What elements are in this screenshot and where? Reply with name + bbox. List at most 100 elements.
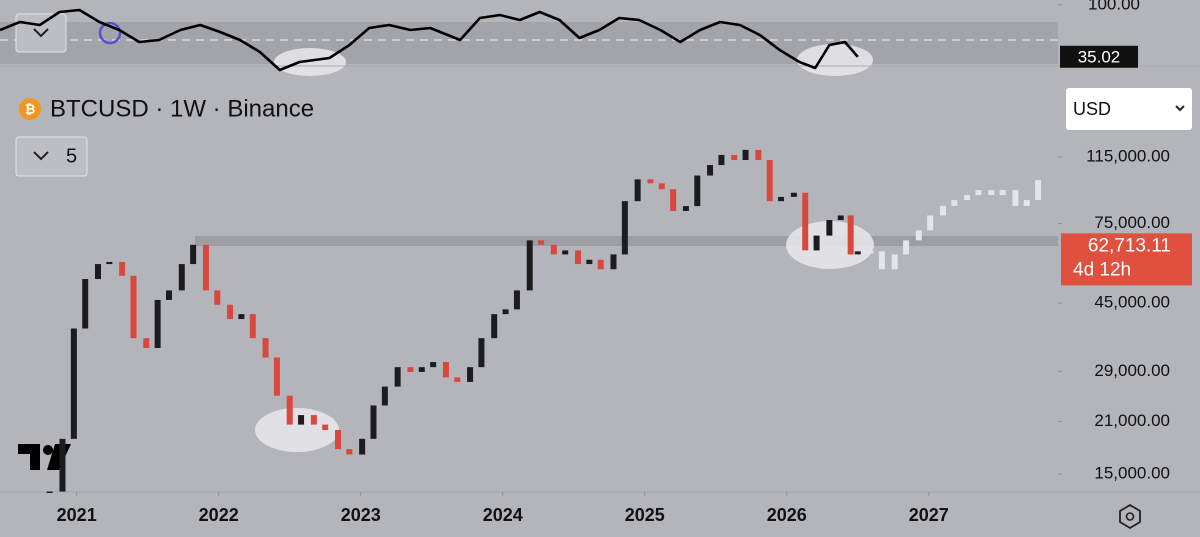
candle-body bbox=[813, 235, 820, 251]
candle-body bbox=[238, 314, 245, 320]
projection-candle bbox=[951, 200, 958, 206]
candle-body bbox=[190, 244, 197, 265]
dropdown-icon bbox=[1175, 105, 1185, 112]
candle-body bbox=[178, 264, 185, 291]
candle-body bbox=[227, 304, 234, 320]
candle-body bbox=[621, 201, 628, 255]
x-tick-label: 2022 bbox=[199, 505, 239, 525]
candle-body bbox=[513, 290, 520, 310]
y-tick-label: 45,000.00 bbox=[1094, 293, 1170, 312]
candle-body bbox=[202, 244, 209, 291]
indicators-button[interactable] bbox=[15, 136, 88, 177]
candle-body bbox=[454, 377, 461, 382]
candle-body bbox=[634, 179, 641, 202]
candle-body bbox=[502, 309, 509, 315]
candle-body bbox=[802, 192, 809, 251]
projection-candle bbox=[999, 190, 1006, 195]
indicator-count: 5 bbox=[66, 145, 77, 167]
candle-body bbox=[310, 415, 317, 425]
candle-body bbox=[778, 196, 785, 202]
candle-body bbox=[562, 250, 569, 255]
candle-body bbox=[682, 206, 689, 211]
candle-body bbox=[550, 244, 557, 255]
chevron-icon bbox=[33, 151, 49, 161]
candle-body bbox=[837, 215, 844, 221]
candle-body bbox=[70, 328, 77, 439]
candle-body bbox=[597, 259, 604, 270]
bitcoin-symbol: ₿ bbox=[25, 101, 36, 116]
projection-candle bbox=[903, 240, 910, 255]
candle-body bbox=[165, 290, 172, 300]
last-price-box bbox=[1061, 233, 1192, 286]
candle-body bbox=[346, 449, 353, 455]
candle-body bbox=[106, 261, 113, 265]
candle-body bbox=[718, 154, 725, 166]
candle-body bbox=[359, 438, 366, 455]
y-tick-label: 75,000.00 bbox=[1094, 213, 1170, 232]
candle-body bbox=[418, 367, 425, 372]
currency-select[interactable] bbox=[1066, 88, 1192, 130]
x-tick-label: 2023 bbox=[341, 505, 381, 525]
candle-body bbox=[491, 314, 498, 339]
candle-body bbox=[430, 362, 437, 368]
candle-body bbox=[478, 338, 485, 368]
x-tick-label: 2025 bbox=[625, 505, 665, 525]
settings-icon[interactable] bbox=[1119, 503, 1141, 530]
candle-body bbox=[574, 250, 581, 265]
candle-body bbox=[381, 386, 388, 406]
rsi-last-label: 35.02 bbox=[1078, 47, 1121, 66]
candle-body bbox=[249, 314, 256, 339]
candle-body bbox=[790, 192, 797, 197]
countdown-label: 4d 12h bbox=[1073, 259, 1131, 280]
candle-body bbox=[694, 175, 701, 207]
projection-candle bbox=[1012, 190, 1019, 206]
rsi-line bbox=[0, 8, 859, 72]
candle-body bbox=[610, 254, 617, 270]
candle-body bbox=[286, 395, 293, 425]
projection-candle bbox=[964, 194, 971, 201]
candle-body bbox=[742, 149, 749, 161]
candle-body bbox=[467, 367, 474, 382]
x-tick-label: 2027 bbox=[909, 505, 949, 525]
candle-body bbox=[214, 290, 221, 305]
y-tick-label: 115,000.00 bbox=[1086, 146, 1170, 165]
candle-body bbox=[847, 215, 854, 255]
candle-body bbox=[707, 165, 714, 176]
candle-body bbox=[262, 338, 269, 358]
last-price-label: 62,713.11 bbox=[1088, 235, 1171, 256]
candle-body bbox=[755, 149, 762, 161]
collapse-button[interactable] bbox=[15, 13, 67, 53]
candle-body bbox=[526, 240, 533, 291]
candle-body bbox=[394, 367, 401, 387]
candle-body bbox=[407, 367, 414, 372]
candle-body bbox=[46, 491, 53, 494]
projection-candle bbox=[878, 251, 885, 270]
candle-body bbox=[143, 338, 150, 349]
symbol-title: BTCUSD · 1W · Binance bbox=[50, 95, 314, 122]
candle-body bbox=[658, 183, 665, 190]
candle-body bbox=[334, 429, 341, 450]
candle-body bbox=[854, 251, 861, 255]
candle-body bbox=[119, 261, 126, 276]
candle-body bbox=[586, 259, 593, 265]
projection-candle bbox=[1035, 180, 1042, 201]
projection-candle bbox=[939, 205, 946, 216]
candle-body bbox=[154, 299, 161, 349]
projection-candle bbox=[915, 230, 922, 241]
candle-body bbox=[647, 179, 654, 184]
candle-body bbox=[442, 362, 449, 378]
candle-body bbox=[82, 279, 89, 329]
sync-icon[interactable] bbox=[98, 21, 122, 45]
candle-body bbox=[273, 357, 280, 396]
candle-body bbox=[298, 415, 305, 425]
chevron-icon bbox=[33, 28, 49, 38]
rsi-band bbox=[0, 22, 1058, 64]
rsi-tick-label: 100.00 bbox=[1088, 0, 1140, 13]
highlight bbox=[274, 48, 346, 76]
projection-candle bbox=[867, 251, 874, 254]
candle-body bbox=[538, 240, 545, 245]
rsi-last-box bbox=[1060, 45, 1138, 68]
candle-body bbox=[766, 160, 773, 202]
highlight bbox=[797, 44, 873, 76]
